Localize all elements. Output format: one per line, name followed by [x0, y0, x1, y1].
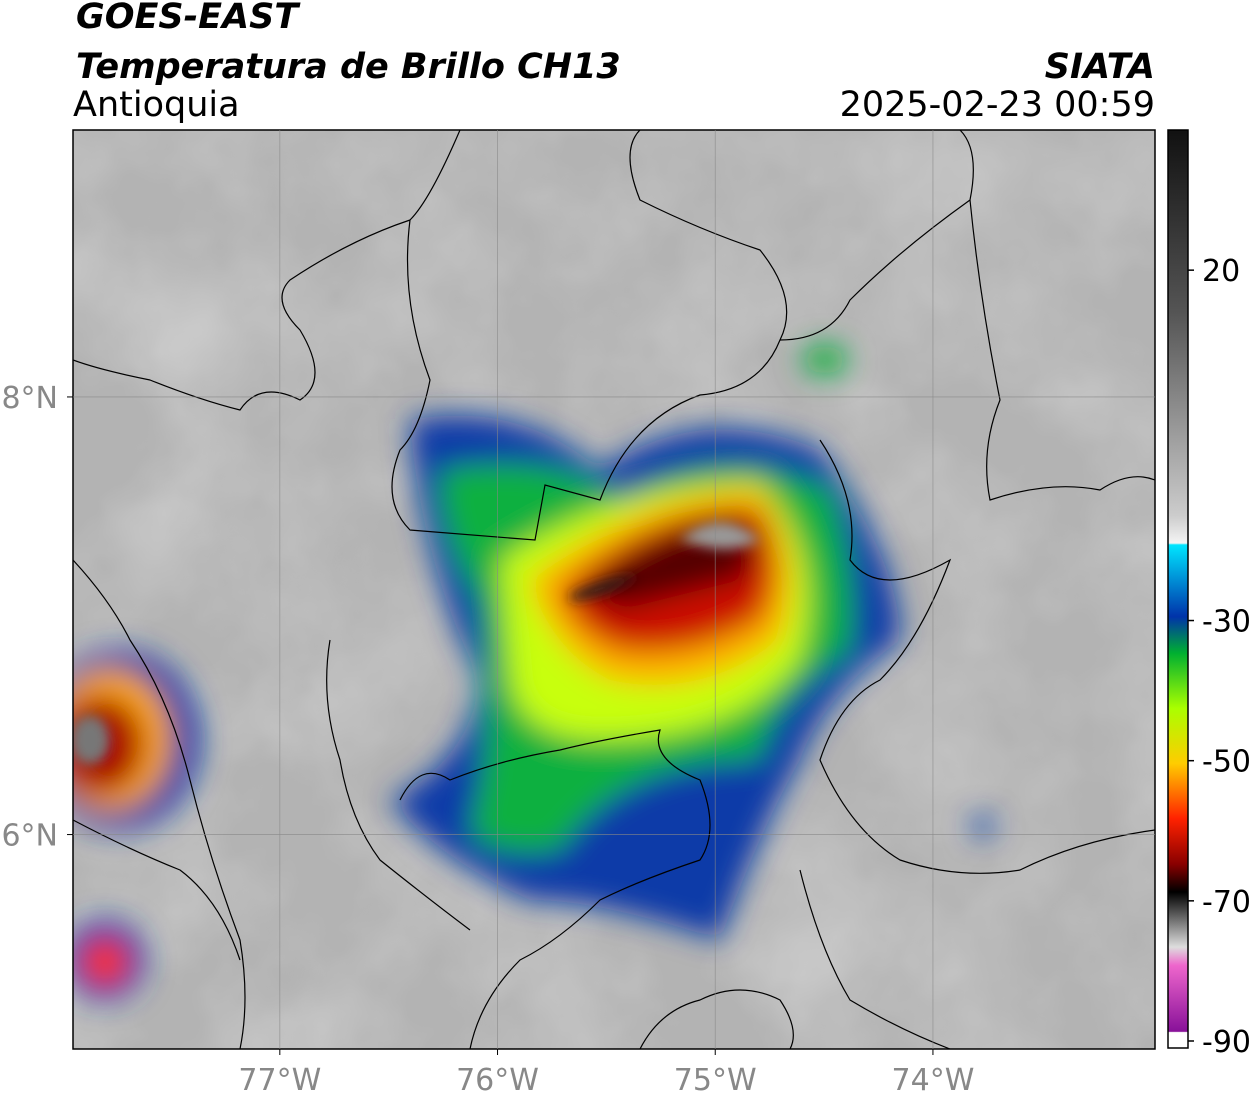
- region: Antioquia: [73, 85, 240, 125]
- axis-labels: 77°W 76°W 75°W 74°W 8°N 6°N 20 -30 -50 -70 -90: [1, 254, 1251, 1098]
- x-tick-label: 74°W: [892, 1063, 975, 1098]
- source: SIATA: [1045, 47, 1155, 87]
- colorbar-tick-label: -70: [1202, 885, 1251, 920]
- colorbar: [1167, 129, 1189, 1049]
- borders: [73, 130, 1155, 1049]
- map-frame: [72, 129, 1156, 1050]
- map-image: [73, 130, 1155, 1049]
- datetime: 2025-02-23 00:59: [840, 85, 1155, 125]
- colorbar-tick-label: -90: [1202, 1025, 1251, 1060]
- colorbar-tick-label: -50: [1202, 745, 1251, 780]
- x-tick-label: 77°W: [238, 1063, 321, 1098]
- title: GOES-EAST: [76, 0, 301, 37]
- x-tick-label: 75°W: [674, 1063, 757, 1098]
- x-tick-label: 76°W: [456, 1063, 539, 1098]
- colorbar-tick-label: 20: [1202, 254, 1240, 289]
- y-tick-label: 6°N: [1, 819, 58, 854]
- storm-core: [73, 522, 760, 765]
- y-tick-label: 8°N: [1, 381, 58, 416]
- graticule: [67, 130, 1155, 1055]
- subtitle: Temperatura de Brillo CH13: [76, 47, 621, 87]
- colorbar-tick-label: -30: [1202, 605, 1251, 640]
